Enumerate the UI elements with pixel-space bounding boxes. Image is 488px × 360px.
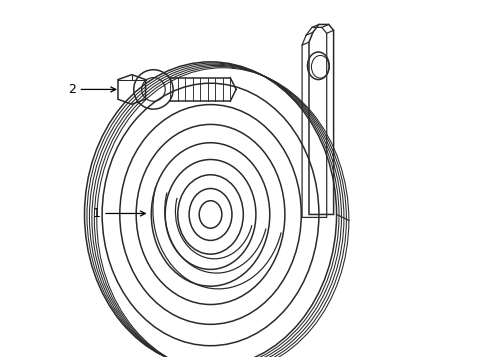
Text: 1: 1	[92, 207, 145, 220]
Text: 2: 2	[68, 83, 116, 96]
